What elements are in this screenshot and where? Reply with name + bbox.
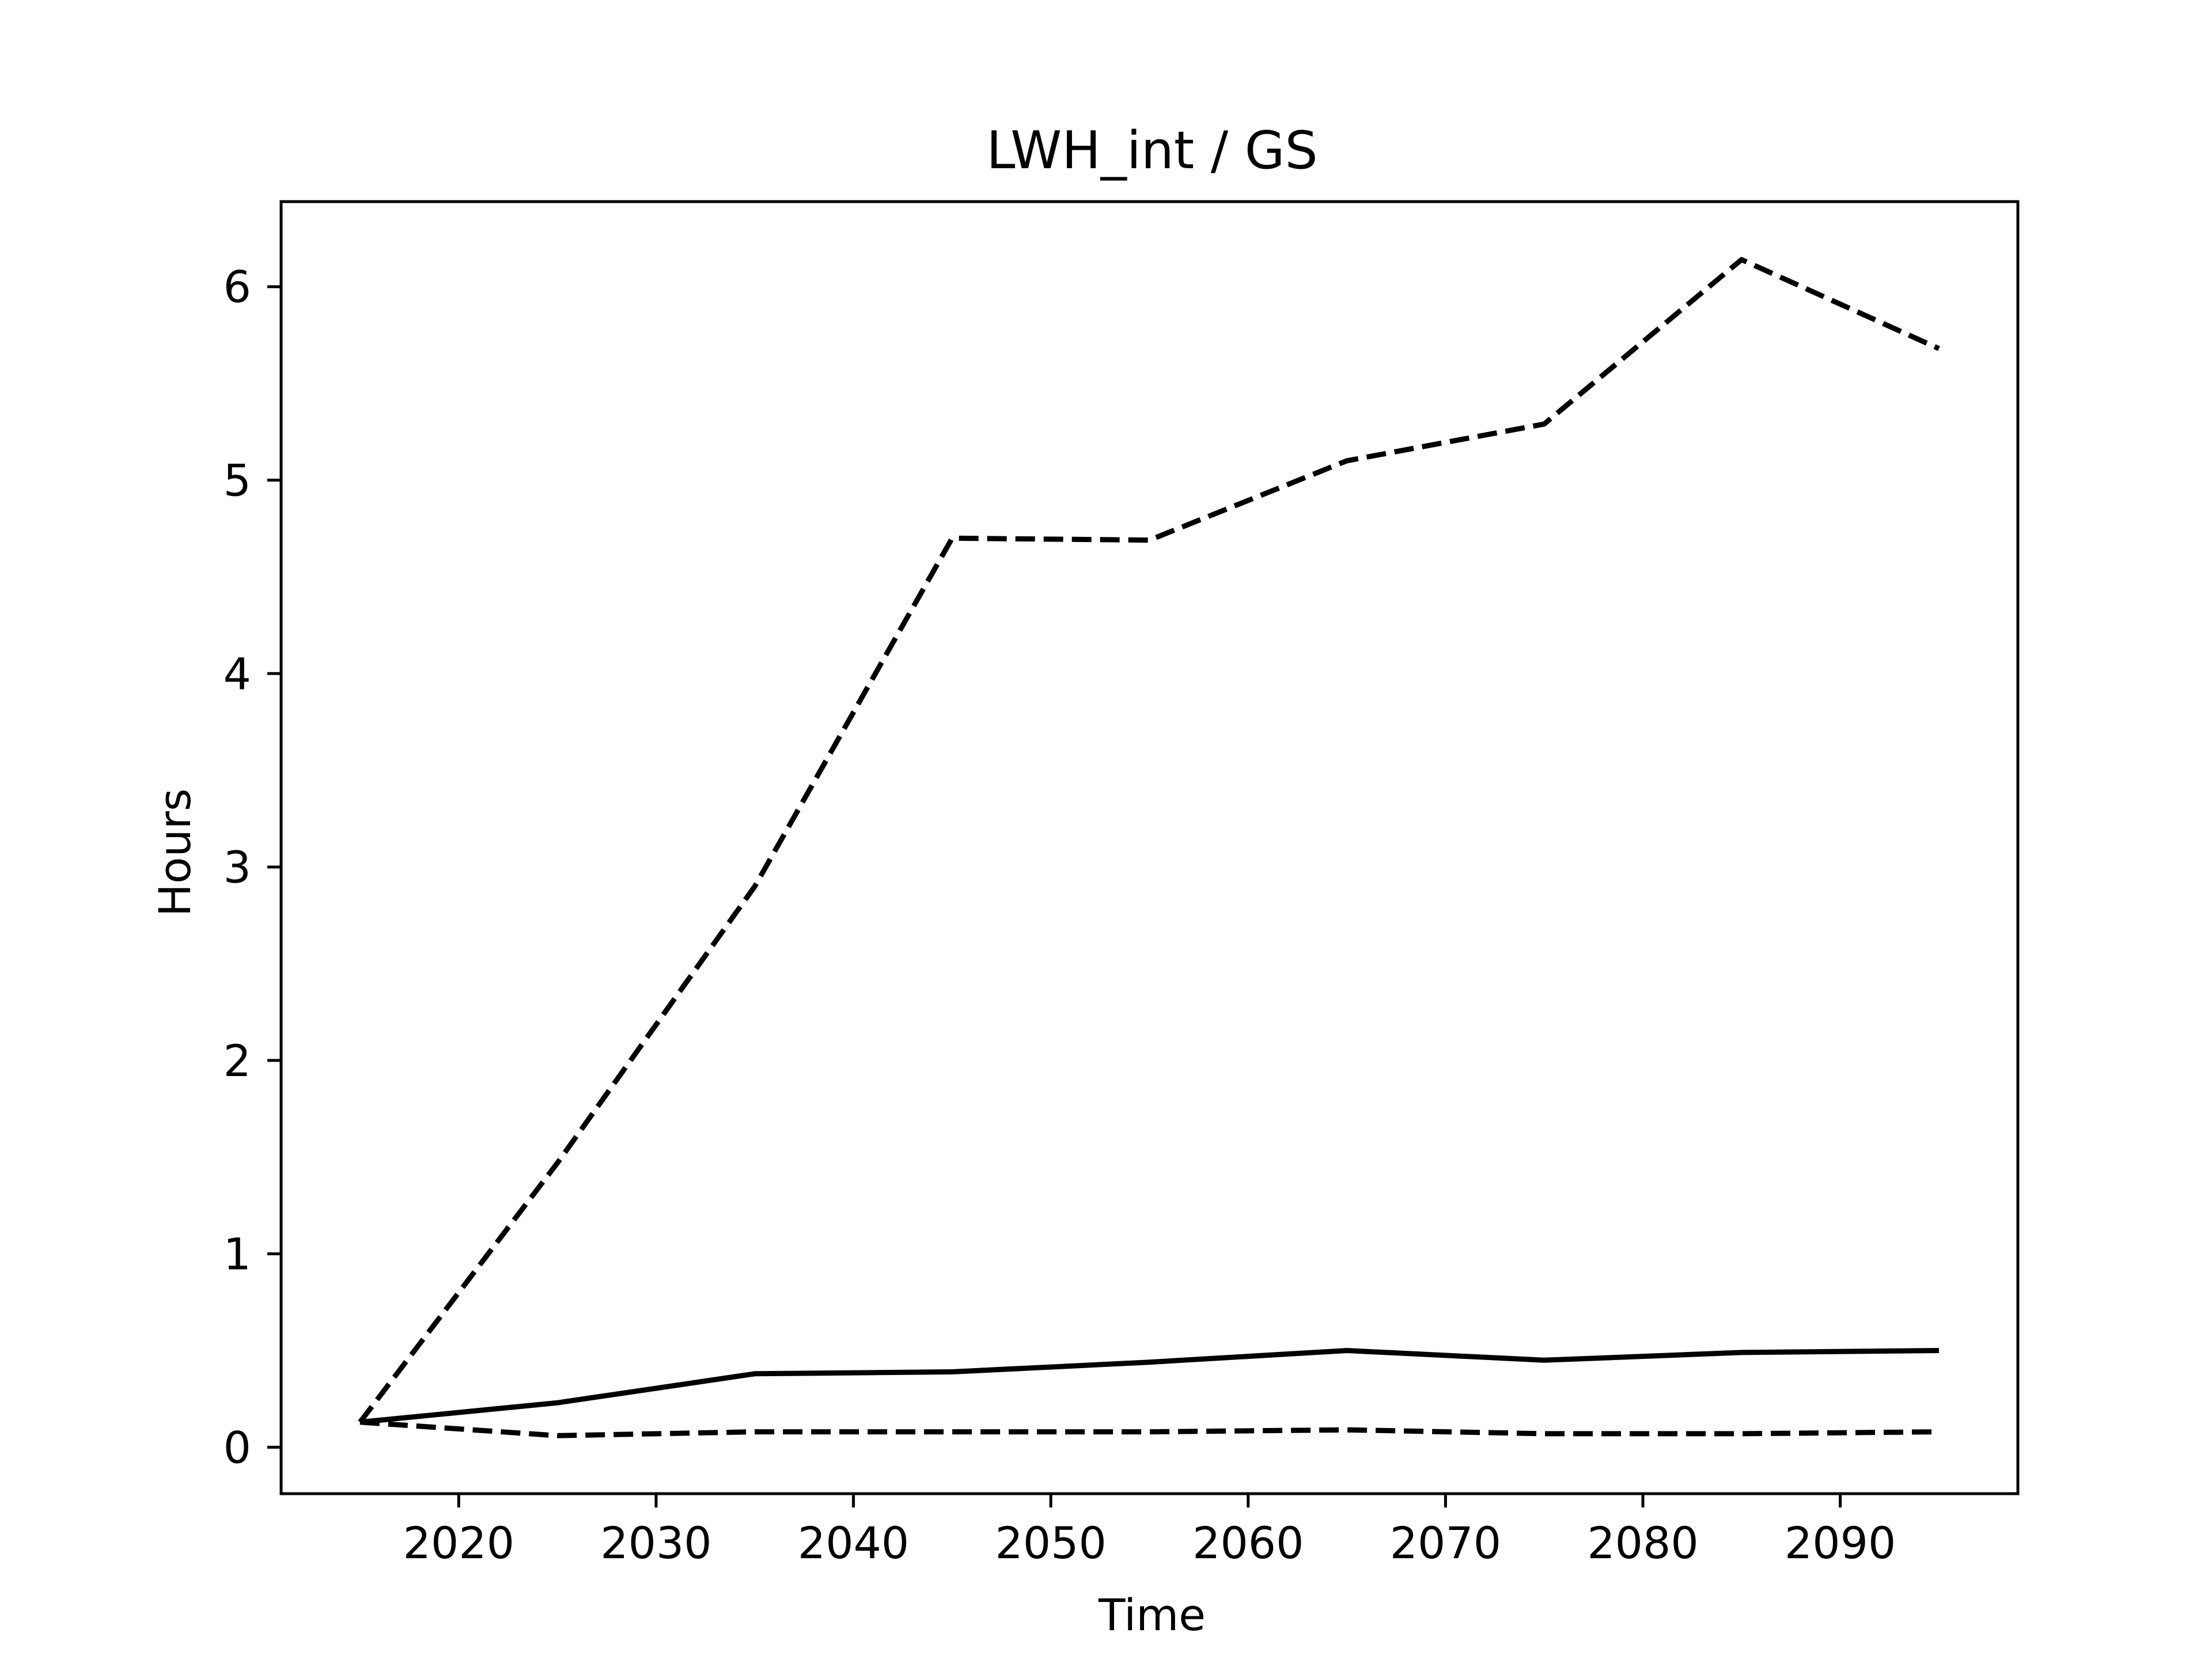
x-tick-label: 2030 bbox=[600, 1517, 711, 1569]
series-layer bbox=[358, 257, 1940, 1438]
series-line-2 bbox=[358, 257, 1940, 1424]
y-tick-label: 3 bbox=[224, 842, 251, 893]
x-tick-label: 2020 bbox=[403, 1517, 514, 1569]
series-line-1 bbox=[359, 1348, 1940, 1425]
x-tick-label: 2080 bbox=[1587, 1517, 1698, 1569]
x-tick-label: 2090 bbox=[1785, 1517, 1896, 1569]
y-tick-label: 0 bbox=[224, 1422, 251, 1473]
plot-frame bbox=[279, 200, 2020, 1495]
y-axis-label: Hours bbox=[149, 789, 200, 917]
x-axis: 2020 2030 2040 2050 2060 2070 2080 2090 bbox=[403, 1494, 1896, 1569]
x-tick-label: 2040 bbox=[798, 1517, 909, 1569]
x-tick-label: 2070 bbox=[1390, 1517, 1501, 1569]
y-tick-label: 6 bbox=[224, 262, 251, 313]
y-tick-label: 5 bbox=[224, 455, 251, 506]
x-axis-label: Time bbox=[1098, 1589, 1206, 1641]
y-tick-label: 1 bbox=[224, 1229, 251, 1280]
x-tick-label: 2050 bbox=[995, 1517, 1106, 1569]
series-line-3 bbox=[359, 1419, 1940, 1438]
y-axis: 0 1 2 3 4 5 6 bbox=[224, 262, 281, 1473]
chart-title: LWH_int / GS bbox=[986, 120, 1317, 181]
x-tick-label: 2060 bbox=[1192, 1517, 1304, 1569]
y-tick-label: 2 bbox=[224, 1035, 251, 1086]
y-tick-label: 4 bbox=[224, 648, 251, 699]
